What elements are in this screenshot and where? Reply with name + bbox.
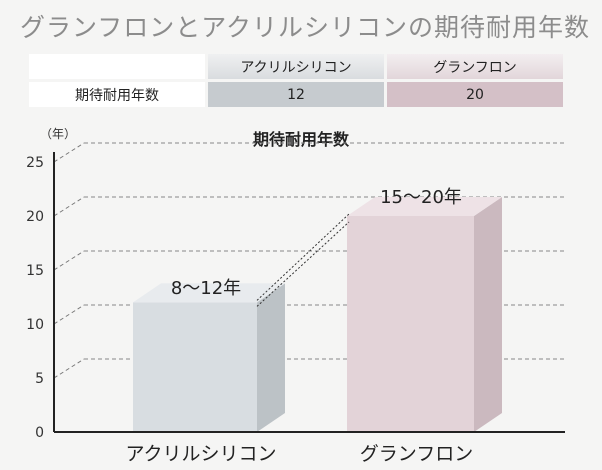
comparison-table: アクリルシリコン グランフロン 期待耐用年数 12 20 bbox=[26, 51, 566, 110]
y-tick-label: 10 bbox=[26, 317, 44, 333]
table-row: 期待耐用年数 12 20 bbox=[29, 82, 563, 107]
y-tick-label: 20 bbox=[26, 209, 44, 225]
table-header-acrylic-silicone: アクリルシリコン bbox=[208, 54, 384, 79]
gridline-diagonal bbox=[53, 196, 85, 217]
table-header-row: アクリルシリコン グランフロン bbox=[29, 54, 563, 79]
x-category-label: グランフロン bbox=[360, 443, 473, 465]
y-tick-label: 15 bbox=[26, 263, 44, 279]
table-value-acrylic-silicone: 12 bbox=[208, 82, 384, 107]
gridline-diagonal bbox=[53, 304, 85, 325]
bar-value-label: 8〜12年 bbox=[171, 278, 241, 299]
connector-line bbox=[256, 213, 350, 301]
y-tick-label: 0 bbox=[35, 425, 44, 441]
bars bbox=[133, 197, 502, 432]
table-value-granflon: 20 bbox=[387, 82, 563, 107]
chart-title: 期待耐用年数 bbox=[253, 130, 350, 149]
axes bbox=[53, 152, 565, 433]
page-title: グランフロンとアクリルシリコンの期待耐用年数 bbox=[20, 13, 591, 42]
table-row-label: 期待耐用年数 bbox=[29, 82, 205, 107]
y-axis-unit-label: （年） bbox=[40, 127, 76, 141]
table-header-granflon: グランフロン bbox=[387, 54, 563, 79]
x-category-label: アクリルシリコン bbox=[125, 443, 276, 465]
y-tick-label: 25 bbox=[26, 155, 44, 171]
gridline-diagonal bbox=[53, 142, 85, 163]
bar bbox=[347, 216, 474, 432]
bar-top bbox=[347, 197, 502, 216]
bar-top bbox=[133, 283, 285, 303]
gridline-diagonal bbox=[53, 250, 85, 271]
gridline-diagonal bbox=[53, 358, 85, 379]
connector-line bbox=[256, 221, 350, 307]
y-tick-label: 5 bbox=[35, 371, 44, 387]
bar bbox=[133, 302, 257, 432]
table-corner-cell bbox=[29, 54, 205, 79]
bar-side bbox=[257, 283, 285, 432]
bar-side bbox=[474, 197, 502, 432]
bar-value-label: 15〜20年 bbox=[380, 187, 462, 208]
